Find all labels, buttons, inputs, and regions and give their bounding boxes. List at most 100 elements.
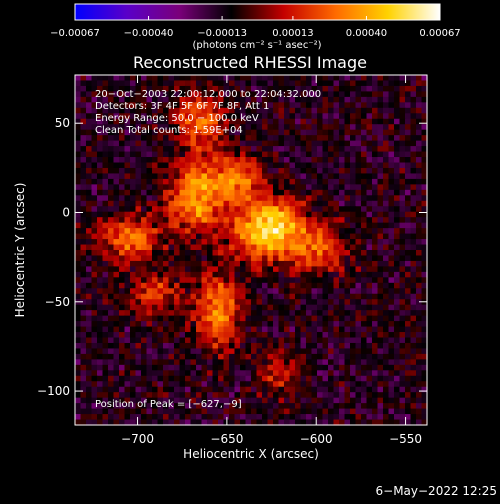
heatmap-cell bbox=[86, 151, 93, 158]
heatmap-cell bbox=[185, 228, 192, 235]
heatmap-cell bbox=[394, 211, 401, 218]
heatmap-cell bbox=[80, 184, 87, 191]
heatmap-cell bbox=[251, 75, 258, 82]
heatmap-cell bbox=[372, 200, 379, 207]
heatmap-cell bbox=[207, 211, 214, 218]
heatmap-cell bbox=[157, 211, 164, 218]
heatmap-cell bbox=[366, 304, 373, 311]
heatmap-cell bbox=[416, 80, 423, 87]
heatmap-cell bbox=[130, 403, 137, 410]
heatmap-cell bbox=[130, 157, 137, 164]
heatmap-cell bbox=[421, 353, 428, 360]
heatmap-cell bbox=[86, 288, 93, 295]
heatmap-cell bbox=[86, 419, 93, 426]
heatmap-cell bbox=[372, 184, 379, 191]
heatmap-cell bbox=[229, 195, 236, 202]
heatmap-cell bbox=[289, 321, 296, 328]
heatmap-cell bbox=[113, 342, 120, 350]
heatmap-cell bbox=[157, 124, 164, 131]
heatmap-cell bbox=[405, 200, 412, 207]
heatmap-cell bbox=[267, 124, 274, 131]
heatmap-cell bbox=[306, 146, 313, 153]
heatmap-cell bbox=[113, 414, 120, 421]
heatmap-cell bbox=[361, 414, 368, 421]
heatmap-cell bbox=[201, 315, 208, 322]
heatmap-cell bbox=[234, 342, 241, 350]
heatmap-cell bbox=[212, 326, 219, 333]
heatmap-cell bbox=[410, 146, 417, 153]
heatmap-cell bbox=[97, 124, 104, 131]
heatmap-cell bbox=[311, 288, 318, 295]
heatmap-cell bbox=[267, 151, 274, 158]
heatmap-cell bbox=[284, 184, 291, 191]
heatmap-cell bbox=[190, 386, 197, 393]
heatmap-cell bbox=[273, 102, 280, 109]
heatmap-cell bbox=[212, 96, 219, 103]
heatmap-cell bbox=[80, 239, 87, 246]
heatmap-cell bbox=[168, 222, 175, 229]
heatmap-cell bbox=[317, 184, 324, 191]
heatmap-cell bbox=[207, 217, 214, 224]
heatmap-cell bbox=[201, 211, 208, 218]
heatmap-cell bbox=[146, 102, 153, 109]
heatmap-cell bbox=[130, 102, 137, 109]
heatmap-cell bbox=[168, 348, 175, 355]
heatmap-cell bbox=[421, 359, 428, 366]
heatmap-cell bbox=[141, 102, 148, 109]
heatmap-cell bbox=[97, 271, 104, 278]
heatmap-cell bbox=[229, 118, 236, 125]
heatmap-cell bbox=[91, 337, 98, 344]
heatmap-cell bbox=[152, 408, 159, 415]
heatmap-cell bbox=[91, 304, 98, 311]
heatmap-cell bbox=[350, 107, 357, 114]
heatmap-cell bbox=[218, 250, 225, 257]
heatmap-cell bbox=[317, 408, 324, 415]
heatmap-cell bbox=[251, 364, 258, 371]
heatmap-cell bbox=[157, 392, 164, 399]
heatmap-cell bbox=[267, 348, 274, 355]
heatmap-cell bbox=[273, 304, 280, 311]
heatmap-cell bbox=[190, 260, 197, 268]
heatmap-cell bbox=[295, 167, 302, 175]
heatmap-cell bbox=[223, 157, 230, 164]
heatmap-cell bbox=[174, 266, 181, 273]
heatmap-cell bbox=[179, 173, 186, 180]
heatmap-cell bbox=[383, 370, 390, 377]
heatmap-cell bbox=[141, 80, 148, 87]
heatmap-cell bbox=[108, 200, 115, 207]
heatmap-cell bbox=[399, 315, 406, 322]
heatmap-cell bbox=[344, 282, 351, 289]
heatmap-cell bbox=[361, 321, 368, 328]
heatmap-cell bbox=[163, 392, 170, 399]
heatmap-cell bbox=[130, 304, 137, 311]
heatmap-cell bbox=[328, 239, 335, 246]
heatmap-cell bbox=[289, 167, 296, 175]
heatmap-cell bbox=[399, 386, 406, 393]
heatmap-cell bbox=[113, 189, 120, 196]
heatmap-cell bbox=[135, 228, 142, 235]
heatmap-cell bbox=[190, 293, 197, 300]
heatmap-cell bbox=[256, 266, 263, 273]
heatmap-cell bbox=[405, 359, 412, 366]
heatmap-cell bbox=[366, 162, 373, 169]
heatmap-cell bbox=[278, 321, 285, 328]
heatmap-cell bbox=[267, 342, 274, 350]
heatmap-cell bbox=[405, 408, 412, 415]
heatmap-cell bbox=[168, 321, 175, 328]
heatmap-cell bbox=[256, 288, 263, 295]
heatmap-cell bbox=[416, 277, 423, 284]
heatmap-cell bbox=[355, 140, 362, 147]
heatmap-cell bbox=[196, 304, 203, 311]
heatmap-cell bbox=[141, 222, 148, 229]
heatmap-cell bbox=[229, 250, 236, 257]
heatmap-cell bbox=[322, 189, 329, 196]
heatmap-cell bbox=[196, 96, 203, 103]
heatmap-cell bbox=[251, 271, 258, 278]
heatmap-cell bbox=[201, 107, 208, 114]
heatmap-cell bbox=[190, 381, 197, 388]
heatmap-cell bbox=[174, 244, 181, 251]
heatmap-cell bbox=[201, 189, 208, 196]
heatmap-cell bbox=[174, 228, 181, 235]
heatmap-cell bbox=[234, 260, 241, 268]
heatmap-cell bbox=[240, 321, 247, 328]
